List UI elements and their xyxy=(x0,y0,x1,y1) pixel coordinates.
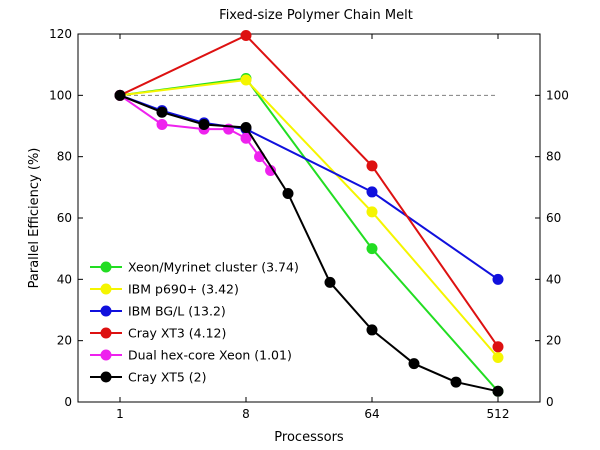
series-point xyxy=(156,106,168,118)
series-point xyxy=(114,89,126,101)
series-point xyxy=(492,352,504,364)
y-tick-label-right: 20 xyxy=(546,334,561,348)
y-axis-title: Parallel Efficiency (%) xyxy=(27,148,42,289)
y-tick-label-left: 20 xyxy=(57,334,72,348)
series-point xyxy=(240,122,252,134)
x-tick-label: 1 xyxy=(116,407,124,421)
legend-marker xyxy=(100,349,112,361)
series-point xyxy=(366,324,378,336)
y-tick-label-right: 80 xyxy=(546,150,561,164)
series-line xyxy=(119,78,499,359)
series-point xyxy=(240,30,252,42)
series-group xyxy=(114,89,504,397)
series-line xyxy=(119,94,499,393)
x-tick-label: 64 xyxy=(364,407,379,421)
y-tick-label-left: 0 xyxy=(64,395,72,409)
legend-marker xyxy=(100,261,112,273)
y-tick-label-right: 100 xyxy=(546,88,569,102)
series-point xyxy=(366,206,378,218)
y-tick-label-right: 0 xyxy=(546,395,554,409)
y-tick-label-left: 80 xyxy=(57,150,72,164)
y-tick-label-right: 40 xyxy=(546,272,561,286)
series-point xyxy=(408,358,420,370)
series-point xyxy=(198,118,210,130)
x-axis-title: Processors xyxy=(274,430,344,445)
legend-entry-label: Dual hex-core Xeon (1.01) xyxy=(128,348,292,363)
legend-marker xyxy=(100,371,112,383)
y-tick-label-right: 60 xyxy=(546,211,561,225)
legend-entry-label: IBM BG/L (13.2) xyxy=(128,304,226,319)
series-point xyxy=(492,385,504,397)
series-point xyxy=(240,132,252,144)
chart-title: Fixed-size Polymer Chain Melt xyxy=(219,8,413,23)
legend-entry-label: IBM p690+ (3.42) xyxy=(128,282,239,297)
series-point xyxy=(366,243,378,255)
y-tick-label-left: 120 xyxy=(49,27,72,41)
series-point xyxy=(366,186,378,198)
legend-marker xyxy=(100,305,112,317)
y-tick-label-left: 60 xyxy=(57,211,72,225)
series-point xyxy=(156,118,168,130)
series-point xyxy=(240,74,252,86)
x-tick-label: 512 xyxy=(487,407,510,421)
series-point xyxy=(450,376,462,388)
series-point xyxy=(324,276,336,288)
y-tick-label-left: 100 xyxy=(49,88,72,102)
legend-marker xyxy=(100,283,112,295)
series-point xyxy=(366,160,378,172)
x-tick-label: 8 xyxy=(242,407,250,421)
legend-marker xyxy=(100,327,112,339)
legend-entry-label: Cray XT3 (4.12) xyxy=(128,326,226,341)
series-point xyxy=(492,341,504,353)
series-line xyxy=(119,34,499,348)
legend-entry-label: Cray XT5 (2) xyxy=(128,370,207,385)
series-point xyxy=(492,273,504,285)
series-point xyxy=(282,187,294,199)
y-tick-label-left: 40 xyxy=(57,272,72,286)
legend-entry-label: Xeon/Myrinet cluster (3.74) xyxy=(128,260,299,275)
